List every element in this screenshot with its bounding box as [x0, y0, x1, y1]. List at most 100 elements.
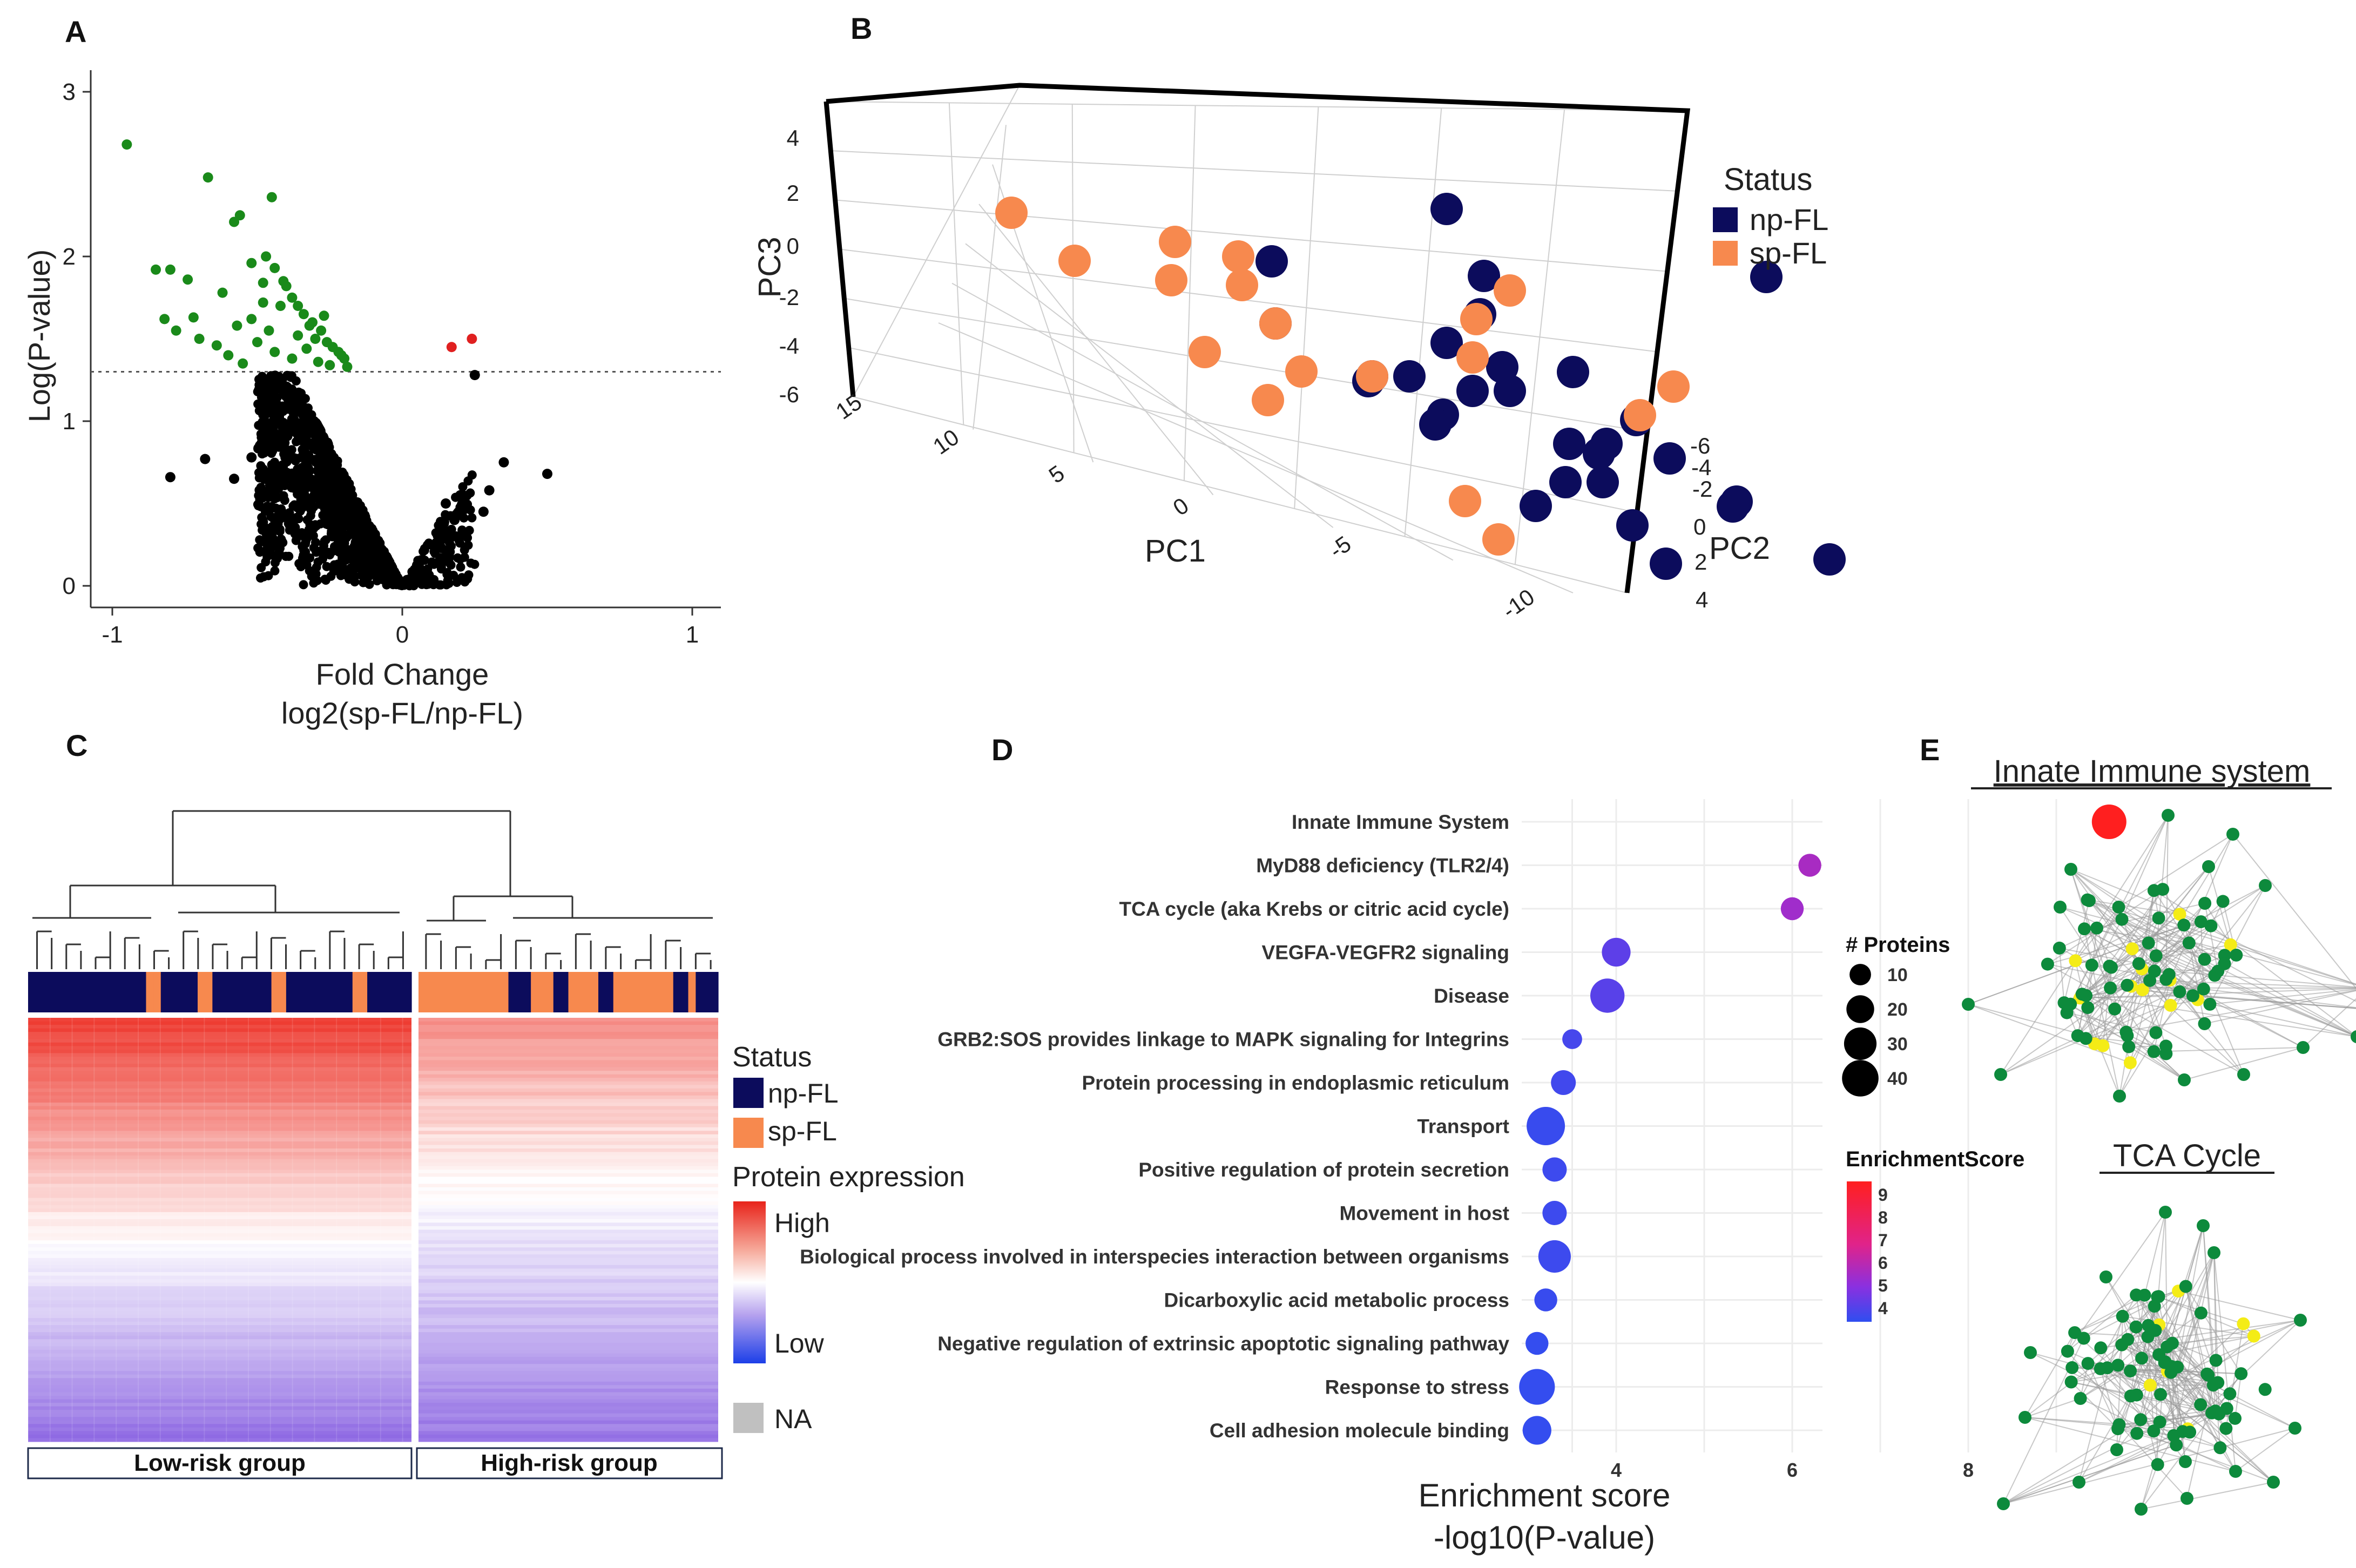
heatmap-row-low: [28, 1310, 411, 1315]
volcano-point: [292, 405, 302, 415]
heatmap-row-high: [418, 1226, 718, 1230]
pca-point-np-FL: [1650, 548, 1682, 580]
network-node: [2165, 1336, 2179, 1350]
heatmap-row-low: [28, 1159, 411, 1163]
network-title-tca: TCA Cycle: [2113, 1138, 2261, 1173]
pca-gridline: [853, 396, 1628, 593]
heatmap-row-low: [28, 1360, 411, 1364]
pca-point-np-FL: [1750, 261, 1783, 293]
status-cell: [545, 972, 554, 1012]
network-node: [2229, 1465, 2242, 1478]
network-node: [2078, 922, 2091, 936]
network-edge: [2178, 1290, 2301, 1321]
heatmap-row-high: [418, 1353, 718, 1357]
network-node-highlight: [2096, 1039, 2110, 1052]
volcano-point: [296, 388, 306, 398]
volcano-point: [438, 523, 448, 532]
heatmap-row-low: [28, 1134, 411, 1138]
network-node-highlight: [2164, 998, 2177, 1012]
network-node: [2235, 1367, 2248, 1381]
status-cell: [79, 972, 87, 1012]
network-node: [2124, 1364, 2137, 1378]
network-node: [2198, 952, 2211, 966]
volcano-point: [356, 526, 366, 535]
status-cell: [478, 972, 487, 1012]
heatmap-row-low: [28, 1018, 411, 1022]
network-node: [2085, 958, 2098, 972]
enrichment-category-label: Negative regulation of extrinsic apoptot…: [937, 1333, 1509, 1355]
network-node: [2101, 1361, 2114, 1375]
volcano-point: [266, 441, 277, 451]
status-cell: [501, 972, 509, 1012]
volcano-plot: -1 0 1 0 1 2 3 Fold Change log2(sp-FL/np-FL) L…: [22, 70, 721, 730]
pca-point-sp-FL: [1058, 245, 1091, 277]
network-node: [2053, 941, 2066, 955]
panel-label-c: C: [66, 728, 87, 762]
size-legend-dot: [1846, 995, 1874, 1023]
volcano-point: [436, 553, 445, 563]
volcano-point: [478, 506, 489, 517]
heatmap-row-high: [418, 1219, 718, 1223]
volcano-point: [260, 416, 269, 425]
volcano-point: [318, 554, 327, 564]
pca-point-sp-FL: [1155, 264, 1187, 296]
heatmap-row-high: [418, 1395, 718, 1400]
volcano-point: [379, 548, 389, 557]
network-node: [2182, 936, 2196, 950]
pca-point-np-FL: [1549, 466, 1582, 498]
volcano-point: [337, 469, 347, 479]
heatmap-row-high: [418, 1215, 718, 1220]
volcano-point: [336, 350, 347, 361]
enrichment-size-legend: 10 20 30 40: [1842, 964, 1908, 1097]
network-edge: [2096, 927, 2356, 1037]
status-cell: [448, 972, 456, 1012]
heatmap-row-low: [28, 1332, 411, 1336]
heatmap-row-high: [418, 1163, 718, 1167]
enrichment-xlabel-2: -log10(P-value): [1434, 1519, 1655, 1556]
color-legend-label: 8: [1878, 1208, 1888, 1227]
network-edge: [2078, 1252, 2215, 1483]
enrichment-category-label: Response to stress: [1325, 1376, 1509, 1398]
pca-point-np-FL: [1419, 408, 1452, 441]
heatmap-row-high: [418, 1078, 718, 1082]
network-edge: [2172, 1313, 2202, 1369]
volcano-point: [298, 309, 309, 320]
heatmap-row-low: [28, 1170, 411, 1174]
status-cell: [212, 972, 220, 1012]
volcano-point: [194, 334, 205, 344]
heatmap-row-low: [28, 1152, 411, 1156]
enrichment-point: [1534, 1288, 1557, 1312]
status-cell: [471, 972, 479, 1012]
volcano-point: [270, 494, 279, 504]
network-node: [2116, 1309, 2129, 1323]
heatmap: Low-risk group High-risk group Status np…: [27, 810, 965, 1479]
network-node: [2154, 1388, 2167, 1401]
heatmap-row-low: [28, 1025, 411, 1029]
network-edge: [2003, 1428, 2296, 1504]
status-cell: [516, 972, 524, 1012]
network-edge: [2235, 1373, 2242, 1419]
heatmap-row-high: [418, 1187, 718, 1192]
status-cell: [109, 972, 117, 1012]
network-edge: [2121, 918, 2215, 976]
network-node: [2197, 982, 2210, 996]
status-cell: [508, 972, 516, 1012]
heatmap-row-low: [28, 1222, 411, 1227]
network-node: [2054, 901, 2067, 914]
volcano-point: [316, 325, 327, 336]
heatmap-row-low: [28, 1180, 411, 1184]
heatmap-row-low: [28, 1021, 411, 1025]
heatmap-row-low: [28, 1307, 411, 1312]
status-cell: [576, 972, 584, 1012]
heatmap-row-high: [418, 1293, 718, 1297]
volcano-point: [388, 570, 397, 579]
volcano-point: [246, 258, 257, 268]
size-legend-label: 30: [1887, 1034, 1908, 1055]
volcano-point: [279, 462, 288, 471]
network-edge: [2084, 929, 2120, 1097]
heatmap-row-high: [418, 1296, 718, 1301]
network-node: [2197, 1219, 2210, 1232]
status-cell: [426, 972, 434, 1012]
volcano-point: [277, 375, 287, 385]
